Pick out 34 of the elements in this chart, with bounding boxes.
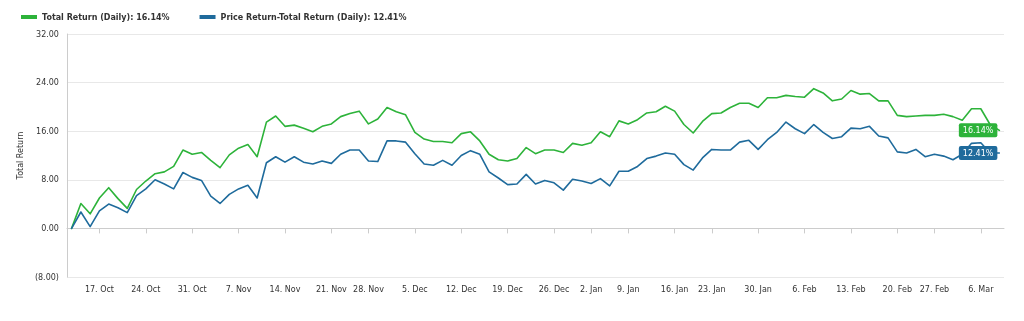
y-tick-label: 24.00	[36, 78, 59, 88]
y-axis-title: Total Return	[15, 131, 25, 181]
x-tick-label: 7. Nov	[225, 284, 252, 294]
x-tick-label: 31. Oct	[177, 284, 207, 294]
legend-label: Total Return (Daily): 16.14%	[42, 12, 170, 22]
x-tick-label: 27. Feb	[919, 284, 950, 294]
x-tick-label: 5. Dec	[402, 284, 428, 294]
x-tick-label: 26. Dec	[538, 284, 570, 294]
x-tick-label: 16. Jan	[660, 284, 689, 294]
x-tick-label: 12. Dec	[445, 284, 477, 294]
x-tick-label: 20. Feb	[882, 284, 913, 294]
x-tick-label: 13. Feb	[836, 284, 866, 294]
y-tick-label: (8.00)	[34, 272, 59, 282]
x-tick-label: 23. Jan	[697, 284, 726, 294]
y-tick-label: 8.00	[41, 175, 59, 185]
legend-label: Price Return-Total Return (Daily): 12.41%	[220, 12, 407, 22]
x-tick-label: 19. Dec	[492, 284, 524, 294]
x-tick-label: 21. Nov	[315, 284, 348, 294]
x-tick-label: 30. Jan	[744, 284, 772, 294]
x-tick-label: 28. Nov	[353, 284, 385, 294]
x-tick-label: 24. Oct	[131, 284, 161, 294]
line-series	[70, 87, 1001, 230]
x-tick-label: 6. Mar	[968, 284, 995, 294]
x-tick-label: 17. Oct	[84, 284, 114, 294]
y-tick-label: 0.00	[41, 223, 59, 233]
data-label: 12.41%	[962, 148, 994, 158]
y-tick-label: 16.00	[36, 126, 59, 136]
line-series	[70, 121, 1001, 230]
x-tick-label: 2. Jan	[579, 284, 603, 294]
x-tick-label: 9. Jan	[617, 284, 640, 294]
x-tick-label: 14. Nov	[269, 284, 301, 294]
x-tick-label: 6. Feb	[792, 284, 817, 294]
y-tick-label: 32.00	[36, 29, 59, 39]
data-label: 16.14%	[962, 125, 994, 135]
